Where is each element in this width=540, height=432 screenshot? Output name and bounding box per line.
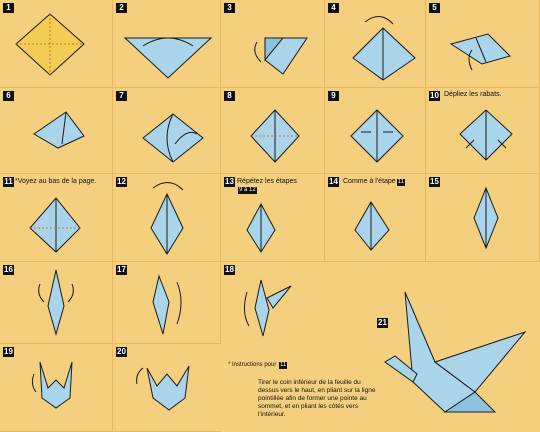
step-14-caption-ref: 11 bbox=[396, 179, 405, 186]
step-11: 11 *Voyez au bas de la page. bbox=[0, 174, 113, 262]
step-number: 11 bbox=[3, 177, 14, 187]
step-number: 5 bbox=[429, 3, 440, 13]
step-number: 2 bbox=[116, 3, 127, 13]
step-17-illustration bbox=[152, 274, 182, 335]
step-12: 12 bbox=[113, 174, 221, 262]
step-2-illustration bbox=[123, 37, 213, 79]
step-number: 17 bbox=[116, 265, 127, 275]
step-number: 4 bbox=[328, 3, 339, 13]
step-14-illustration bbox=[354, 201, 390, 251]
step-10-caption: Dépliez les rabats. bbox=[444, 91, 502, 98]
step-14-caption-text: Comme à l'étape bbox=[343, 178, 396, 185]
step-2: 2 bbox=[113, 0, 221, 88]
step-13-caption-ref: 9 à 12 bbox=[238, 187, 257, 194]
step-14: 14 Comme à l'étape 11 bbox=[325, 174, 426, 262]
step-number: 21 bbox=[377, 318, 388, 328]
step-10-illustration bbox=[459, 109, 513, 161]
step-19-illustration bbox=[31, 361, 73, 409]
step-13-caption: Répétez les étapes 9 à 12 bbox=[237, 178, 297, 194]
step-8: 8 bbox=[221, 88, 325, 174]
step-13: 13 Répétez les étapes 9 à 12 bbox=[221, 174, 325, 262]
step-1: 1 bbox=[0, 0, 113, 88]
step-21-finished-crane bbox=[384, 291, 527, 413]
step-20: 20 bbox=[113, 344, 221, 432]
step-9: 9 bbox=[325, 88, 426, 174]
step-15: 15 bbox=[426, 174, 540, 262]
step-number: 8 bbox=[224, 91, 235, 101]
step-number: 9 bbox=[328, 91, 339, 101]
step-number: 18 bbox=[224, 265, 235, 275]
step-5-illustration bbox=[449, 33, 511, 71]
step-18: 18 bbox=[221, 262, 325, 344]
step-number: 1 bbox=[3, 3, 14, 13]
step-number: 14 bbox=[328, 177, 339, 187]
step-6: 6 bbox=[0, 88, 113, 174]
step-8-illustration bbox=[250, 109, 300, 163]
step-number: 3 bbox=[224, 3, 235, 13]
step-14-caption: Comme à l'étape 11 bbox=[343, 178, 405, 186]
step-11-illustration bbox=[29, 197, 81, 253]
step-7: 7 bbox=[113, 88, 221, 174]
step-13-caption-text: Répétez les étapes bbox=[237, 178, 297, 185]
step-number: 15 bbox=[429, 177, 440, 187]
step-16: 16 bbox=[0, 262, 113, 344]
step-3: 3 bbox=[221, 0, 325, 88]
step-3-illustration bbox=[254, 37, 308, 75]
step-11-caption: *Voyez au bas de la page. bbox=[15, 178, 97, 185]
step-number: 12 bbox=[116, 177, 127, 187]
step-number: 20 bbox=[116, 347, 127, 357]
step-20-illustration bbox=[136, 365, 190, 411]
step-number: 13 bbox=[224, 177, 235, 187]
step-6-illustration bbox=[33, 111, 85, 149]
step-15-illustration bbox=[473, 186, 499, 250]
step-4-illustration bbox=[352, 16, 416, 81]
step-number: 7 bbox=[116, 91, 127, 101]
step-17: 17 bbox=[113, 262, 221, 344]
step-number: 19 bbox=[3, 347, 14, 357]
step-1-illustration bbox=[15, 13, 85, 76]
step-12-illustration bbox=[150, 182, 184, 255]
step-number: 6 bbox=[3, 91, 14, 101]
step-7-illustration bbox=[142, 113, 204, 163]
step-21: 21 bbox=[325, 262, 540, 432]
step-number: 10 bbox=[429, 91, 440, 101]
step-16-illustration bbox=[38, 269, 74, 336]
instructions-heading: * Instructions pour 11 bbox=[228, 362, 288, 369]
step-9-illustration bbox=[350, 109, 404, 163]
step-number: 16 bbox=[3, 265, 14, 275]
instructions-body: Tirer le coin inférieur de la feuille du… bbox=[258, 379, 376, 418]
instructions-heading-ref: 11 bbox=[279, 362, 288, 369]
step-10: 10 Dépliez les rabats. bbox=[426, 88, 540, 174]
step-19: 19 bbox=[0, 344, 113, 432]
step-13-illustration bbox=[246, 202, 276, 253]
step-5: 5 bbox=[426, 0, 540, 88]
step-4: 4 bbox=[325, 0, 426, 88]
step-18-illustration bbox=[243, 279, 292, 337]
instructions-heading-text: * Instructions pour bbox=[228, 362, 277, 368]
